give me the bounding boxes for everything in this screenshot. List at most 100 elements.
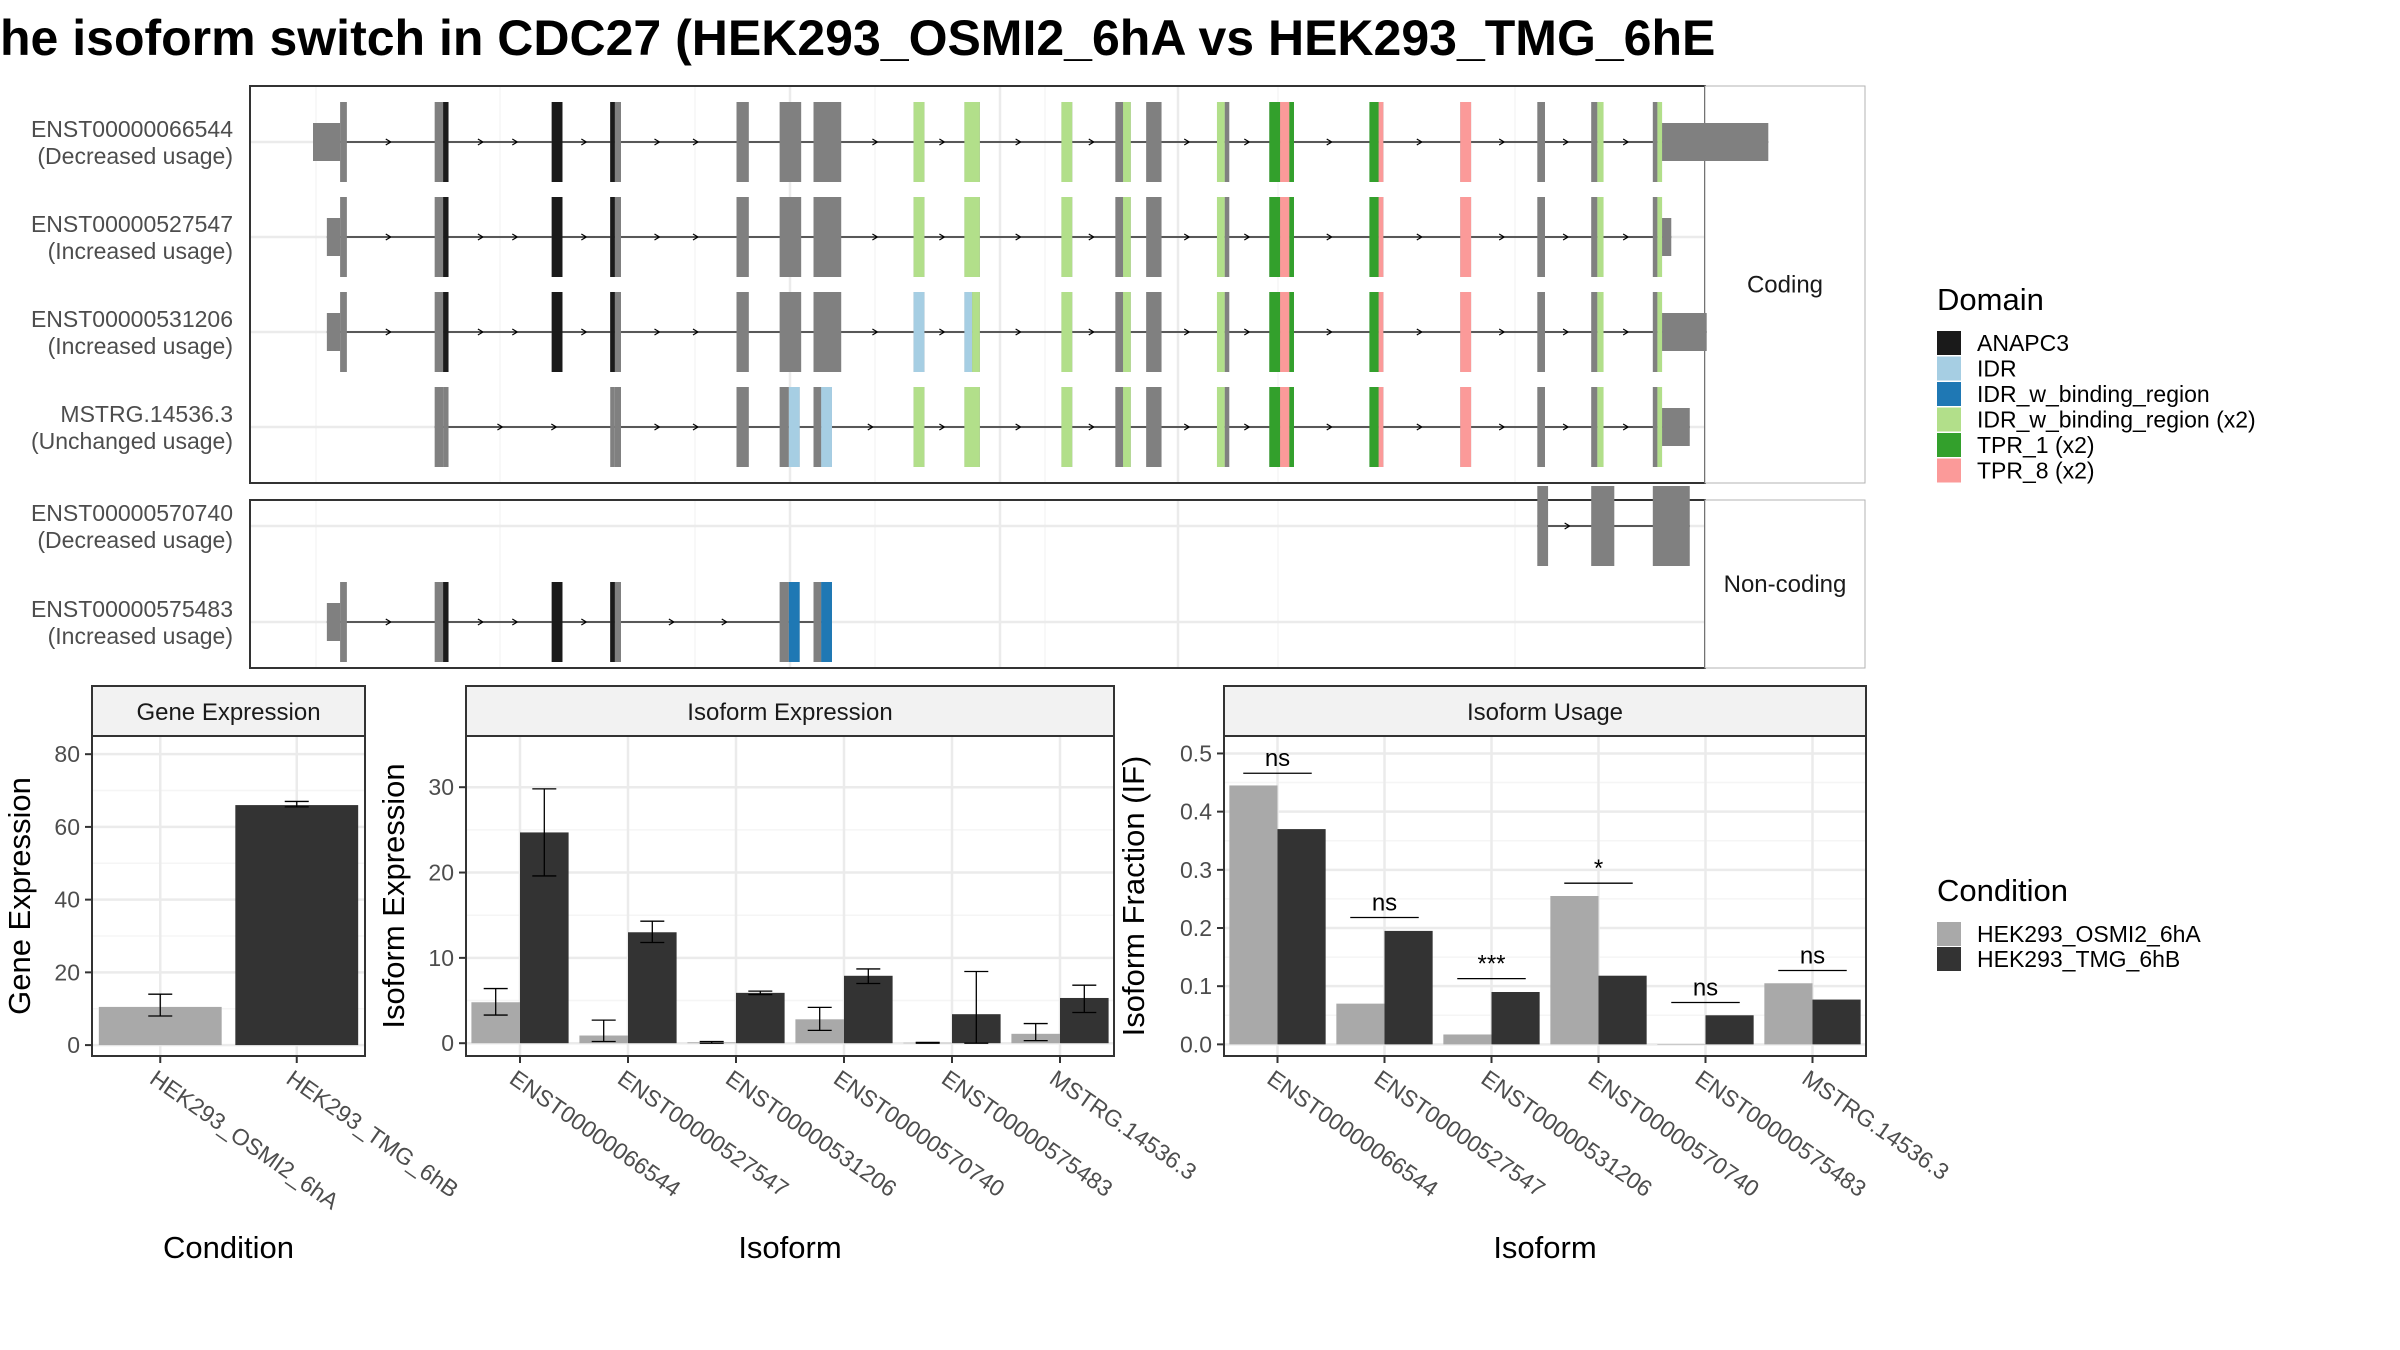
isoform-row-usage-label: (Increased usage): [48, 333, 233, 359]
domain-tpr-8-x2: [1280, 197, 1290, 277]
domain-idr-w-binding-region-x2: [1657, 292, 1663, 372]
coding-exon: [813, 387, 822, 467]
y-tick-label: 0.5: [1180, 740, 1212, 766]
strand-arrow: [581, 618, 588, 626]
bar: [1229, 785, 1278, 1045]
strand-arrow: [939, 328, 946, 336]
coding-exon: [813, 197, 842, 277]
coding-exon: [736, 387, 749, 467]
significance-label: *: [1594, 855, 1603, 882]
strand-arrow: [1498, 328, 1506, 336]
bar: [235, 805, 359, 1046]
domain-idr-w-binding-region-x2: [1123, 292, 1131, 372]
y-tick-label: 20: [54, 959, 80, 985]
domain-tpr-1-x2: [1369, 197, 1379, 277]
structure-panel-background: [250, 500, 1705, 668]
strand-arrow: [385, 233, 392, 241]
isoform-row-label: ENST00000570740: [31, 500, 233, 526]
significance-label: ns: [1693, 974, 1718, 1001]
bar: [1812, 999, 1861, 1045]
strand-arrow: [1564, 522, 1571, 530]
strand-arrow: [477, 328, 485, 336]
strand-arrow: [1183, 328, 1191, 336]
strand-arrow: [1088, 328, 1095, 336]
y-axis-title: Gene Expression: [2, 777, 37, 1015]
strand-arrow: [654, 423, 661, 431]
domain-anapc3: [610, 197, 615, 277]
coding-exon: [434, 292, 444, 372]
coding-exon: [340, 582, 347, 662]
isoform-row-label: ENST00000575483: [31, 596, 233, 622]
coding-exon: [1146, 387, 1162, 467]
strand-arrow: [1416, 233, 1423, 241]
strand-arrow: [511, 138, 519, 146]
coding-exon: [614, 582, 621, 662]
strand-arrow: [1562, 138, 1570, 146]
utr-exon: [313, 123, 341, 161]
strand-arrow: [692, 423, 700, 431]
strand-arrow: [1015, 423, 1022, 431]
domain-idr-w-binding-region-x2: [1597, 292, 1604, 372]
strand-arrow: [1088, 138, 1095, 146]
significance-label: ns: [1372, 890, 1397, 917]
coding-exon: [1652, 486, 1690, 566]
domain-tpr-8-x2: [1378, 387, 1384, 467]
coding-exon: [813, 102, 842, 182]
isoform-row-label: ENST00000527547: [31, 211, 233, 237]
coding-exon: [1537, 486, 1549, 566]
utr-exon: [326, 218, 341, 256]
coding-exon: [779, 582, 789, 662]
domain-idr-w-binding-region-x2: [1061, 292, 1073, 372]
strand-arrow: [1562, 328, 1570, 336]
strand-arrow: [477, 233, 485, 241]
strand-arrow: [581, 138, 588, 146]
figure-title: he isoform switch in CDC27 (HEK293_OSMI2…: [0, 10, 1715, 66]
structure-strip-label: Non-coding: [1724, 571, 1847, 598]
coding-exon: [1146, 292, 1162, 372]
bar: [1491, 992, 1540, 1045]
coding-exon: [1224, 102, 1230, 182]
significance-label: ns: [1265, 745, 1290, 772]
condition-legend-label: HEK293_OSMI2_6hA: [1977, 921, 2201, 947]
coding-exon: [434, 582, 444, 662]
strand-arrow: [511, 618, 519, 626]
domain-idr: [788, 387, 800, 467]
coding-exon: [1537, 102, 1545, 182]
coding-exon: [779, 102, 802, 182]
domain-idr-w-binding-region-x2: [1597, 102, 1604, 182]
domain-tpr-8-x2: [1280, 292, 1290, 372]
chart-strip: [465, 685, 1115, 737]
strand-arrow: [1326, 138, 1333, 146]
y-tick-label: 0.2: [1180, 915, 1212, 941]
strand-arrow: [654, 233, 661, 241]
domain-tpr-1-x2: [1289, 387, 1294, 467]
bar: [1336, 1003, 1385, 1045]
domain-anapc3: [443, 582, 449, 662]
structure-strip-background: [1704, 499, 1866, 669]
coding-exon: [813, 292, 842, 372]
domain-tpr-8-x2: [1460, 292, 1472, 372]
utr-exon: [326, 603, 341, 641]
strand-arrow: [692, 233, 700, 241]
isoform-row-label: MSTRG.14536.3: [60, 401, 233, 427]
domain-idr-w-binding-region-x2: [1216, 197, 1225, 277]
domain-idr-w-binding-region-x2: [1216, 387, 1225, 467]
isoform-row-usage-label: (Unchanged usage): [31, 428, 233, 454]
strand-arrow: [1183, 233, 1191, 241]
y-tick-label: 0.4: [1180, 799, 1212, 825]
domain-idr-w-binding-region-x2: [1657, 197, 1663, 277]
isoform-row-label: ENST00000531206: [31, 306, 233, 332]
strand-arrow: [654, 138, 661, 146]
y-axis-title: Isoform Expression: [376, 763, 411, 1028]
coding-exon: [614, 102, 621, 182]
coding-exon: [1115, 387, 1124, 467]
strand-arrow: [385, 618, 392, 626]
domain-idr-w-binding-region-x2: [913, 197, 925, 277]
domain-idr-w-binding-region: [788, 582, 800, 662]
condition-legend-key: [1937, 947, 1961, 971]
y-tick-label: 10: [428, 945, 454, 971]
domain-idr-w-binding-region-x2: [972, 292, 980, 372]
coding-exon: [1146, 102, 1162, 182]
domain-tpr-1-x2: [1269, 292, 1281, 372]
